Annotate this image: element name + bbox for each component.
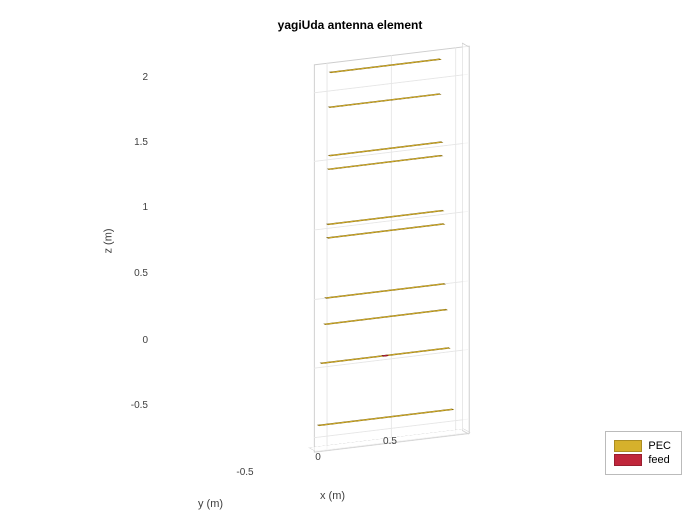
z-tick: 2	[118, 72, 148, 83]
z-tick: -0.5	[118, 400, 148, 411]
antenna-element-director	[326, 224, 445, 239]
legend-entry-pec: PEC	[614, 440, 671, 452]
antenna-element-director	[324, 283, 446, 299]
grid-line	[314, 142, 468, 162]
antenna-element-director	[328, 93, 442, 108]
antenna-element-director	[326, 210, 444, 225]
grid-line	[314, 349, 468, 369]
x-tick: -0.5	[225, 467, 265, 478]
antenna-element-director	[323, 309, 447, 325]
z-tick: 0.5	[118, 268, 148, 279]
plot-title: yagiUda antenna element	[0, 18, 700, 32]
legend-swatch	[614, 440, 642, 452]
x-tick: 0	[298, 452, 338, 463]
antenna-element-director	[327, 141, 442, 156]
x-axis-label: x (m)	[320, 490, 345, 502]
legend-swatch	[614, 454, 642, 466]
antenna-element-director	[329, 58, 442, 73]
figure: yagiUda antenna element -0.5 0 0.5 1 1.5…	[0, 0, 700, 525]
z-tick: 1.5	[118, 137, 148, 148]
antenna-element-director	[327, 155, 443, 170]
y-axis-label: y (m)	[198, 498, 223, 510]
right-wall	[462, 43, 469, 435]
legend: PEC feed	[605, 431, 682, 475]
grid-line	[327, 63, 328, 449]
z-tick: 1	[118, 202, 148, 213]
legend-label: feed	[648, 454, 669, 466]
antenna-element-reflector	[317, 409, 454, 426]
z-axis-label: z (m)	[103, 228, 115, 253]
grid-line	[314, 73, 468, 93]
legend-label: PEC	[648, 440, 671, 452]
grid-line	[391, 55, 392, 441]
grid-line	[314, 211, 468, 231]
grid-line	[455, 47, 456, 433]
axes-3d	[160, 45, 540, 480]
back-wall	[314, 46, 470, 453]
z-tick: 0	[118, 335, 148, 346]
plot-box	[308, 43, 462, 448]
legend-entry-feed: feed	[614, 454, 671, 466]
feed-point	[381, 355, 389, 357]
x-tick: 0.5	[370, 436, 410, 447]
